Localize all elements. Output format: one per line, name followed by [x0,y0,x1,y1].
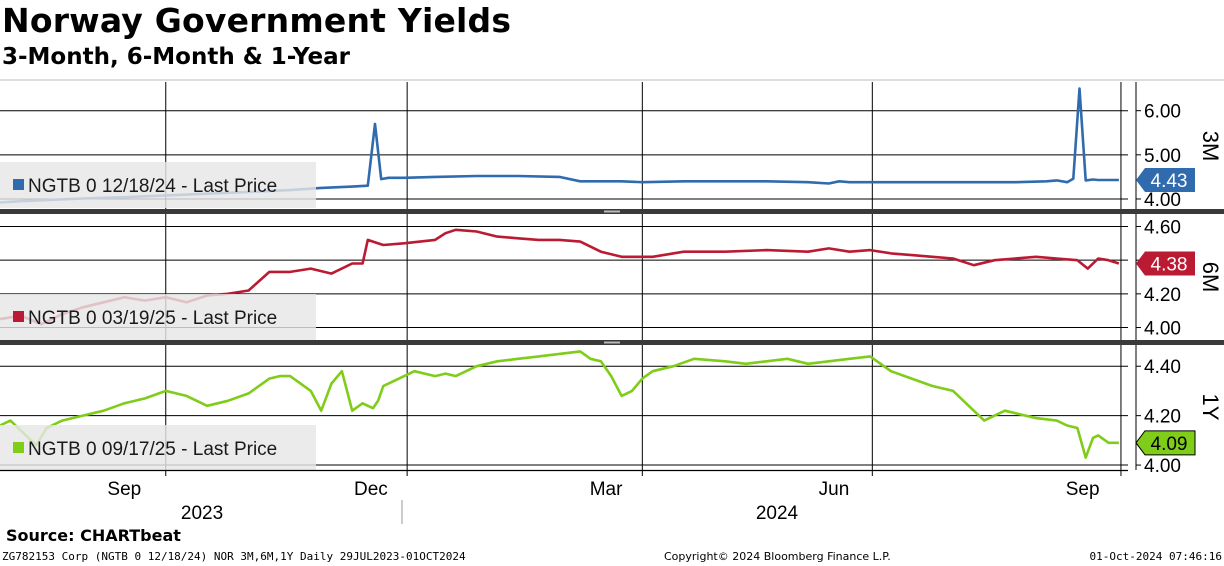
last-value-label: 4.38 [1151,255,1188,276]
x-month-label: Dec [354,479,388,500]
legend-box [0,294,316,340]
panel-label-6m: 6M [1198,262,1223,293]
y-tick-label: 4.20 [1144,407,1181,428]
y-tick-label: 4.00 [1144,456,1181,477]
last-value-label: 4.09 [1151,434,1188,455]
separator-grip [604,341,620,344]
y-tick-label: 4.40 [1144,357,1181,378]
legend-box [0,425,316,471]
x-month-label: Jun [819,479,850,500]
series-line-1y [0,350,1119,459]
legend-box [0,162,316,208]
legend-swatch [13,442,24,453]
y-tick-label: 4.60 [1144,217,1181,238]
legend-swatch [13,311,24,322]
legend-swatch [13,179,24,190]
x-month-label: Mar [590,479,623,500]
last-value-marker-1y: 4.09 [1135,430,1196,456]
legend-label: NGTB 0 09/17/25 - Last Price [28,439,277,460]
footer-copyright: Copyright© 2024 Bloomberg Finance L.P. [664,550,891,563]
panel-label-1y: 1Y [1198,394,1223,421]
y-tick-label: 4.00 [1144,190,1181,211]
panel-label-3m: 3M [1198,131,1223,162]
legend-6m: NGTB 0 03/19/25 - Last Price [0,294,316,340]
legend-3m: NGTB 0 12/18/24 - Last Price [0,162,316,208]
separator-grip [604,210,620,213]
last-value-tag [1136,167,1195,192]
source-label: Source: CHARTbeat [6,526,181,545]
x-month-label: Sep [107,479,141,500]
last-value-tag [1135,430,1196,456]
last-value-marker-3m: 4.43 [1136,167,1195,192]
x-month-label: Sep [1066,479,1100,500]
legend-label: NGTB 0 12/18/24 - Last Price [28,176,277,197]
last-value-marker-6m: 4.38 [1136,251,1195,276]
footer-ticker-info: ZG782153 Corp (NGTB 0 12/18/24) NOR 3M,6… [2,550,466,563]
legend-1y: NGTB 0 09/17/25 - Last Price [0,425,316,471]
y-tick-label: 4.00 [1144,319,1181,340]
y-tick-label: 6.00 [1144,102,1181,123]
chart-title: Norway Government Yields [2,1,512,40]
legend-label: NGTB 0 03/19/25 - Last Price [28,308,277,329]
chart-area: 4.00 5.00 6.00 NGTB 0 12/18/24 - Last Price… [0,79,1224,524]
y-tick-label: 5.00 [1144,146,1181,167]
footer-timestamp: 01-Oct-2024 07:46:16 [1089,550,1222,563]
chart-subtitle: 3-Month, 6-Month & 1-Year [2,44,350,70]
x-year-label: 2024 [756,503,799,524]
y-tick-label: 4.20 [1144,285,1181,306]
last-value-label: 4.43 [1151,171,1188,192]
x-year-label: 2023 [181,503,223,524]
last-value-tag [1136,251,1195,276]
